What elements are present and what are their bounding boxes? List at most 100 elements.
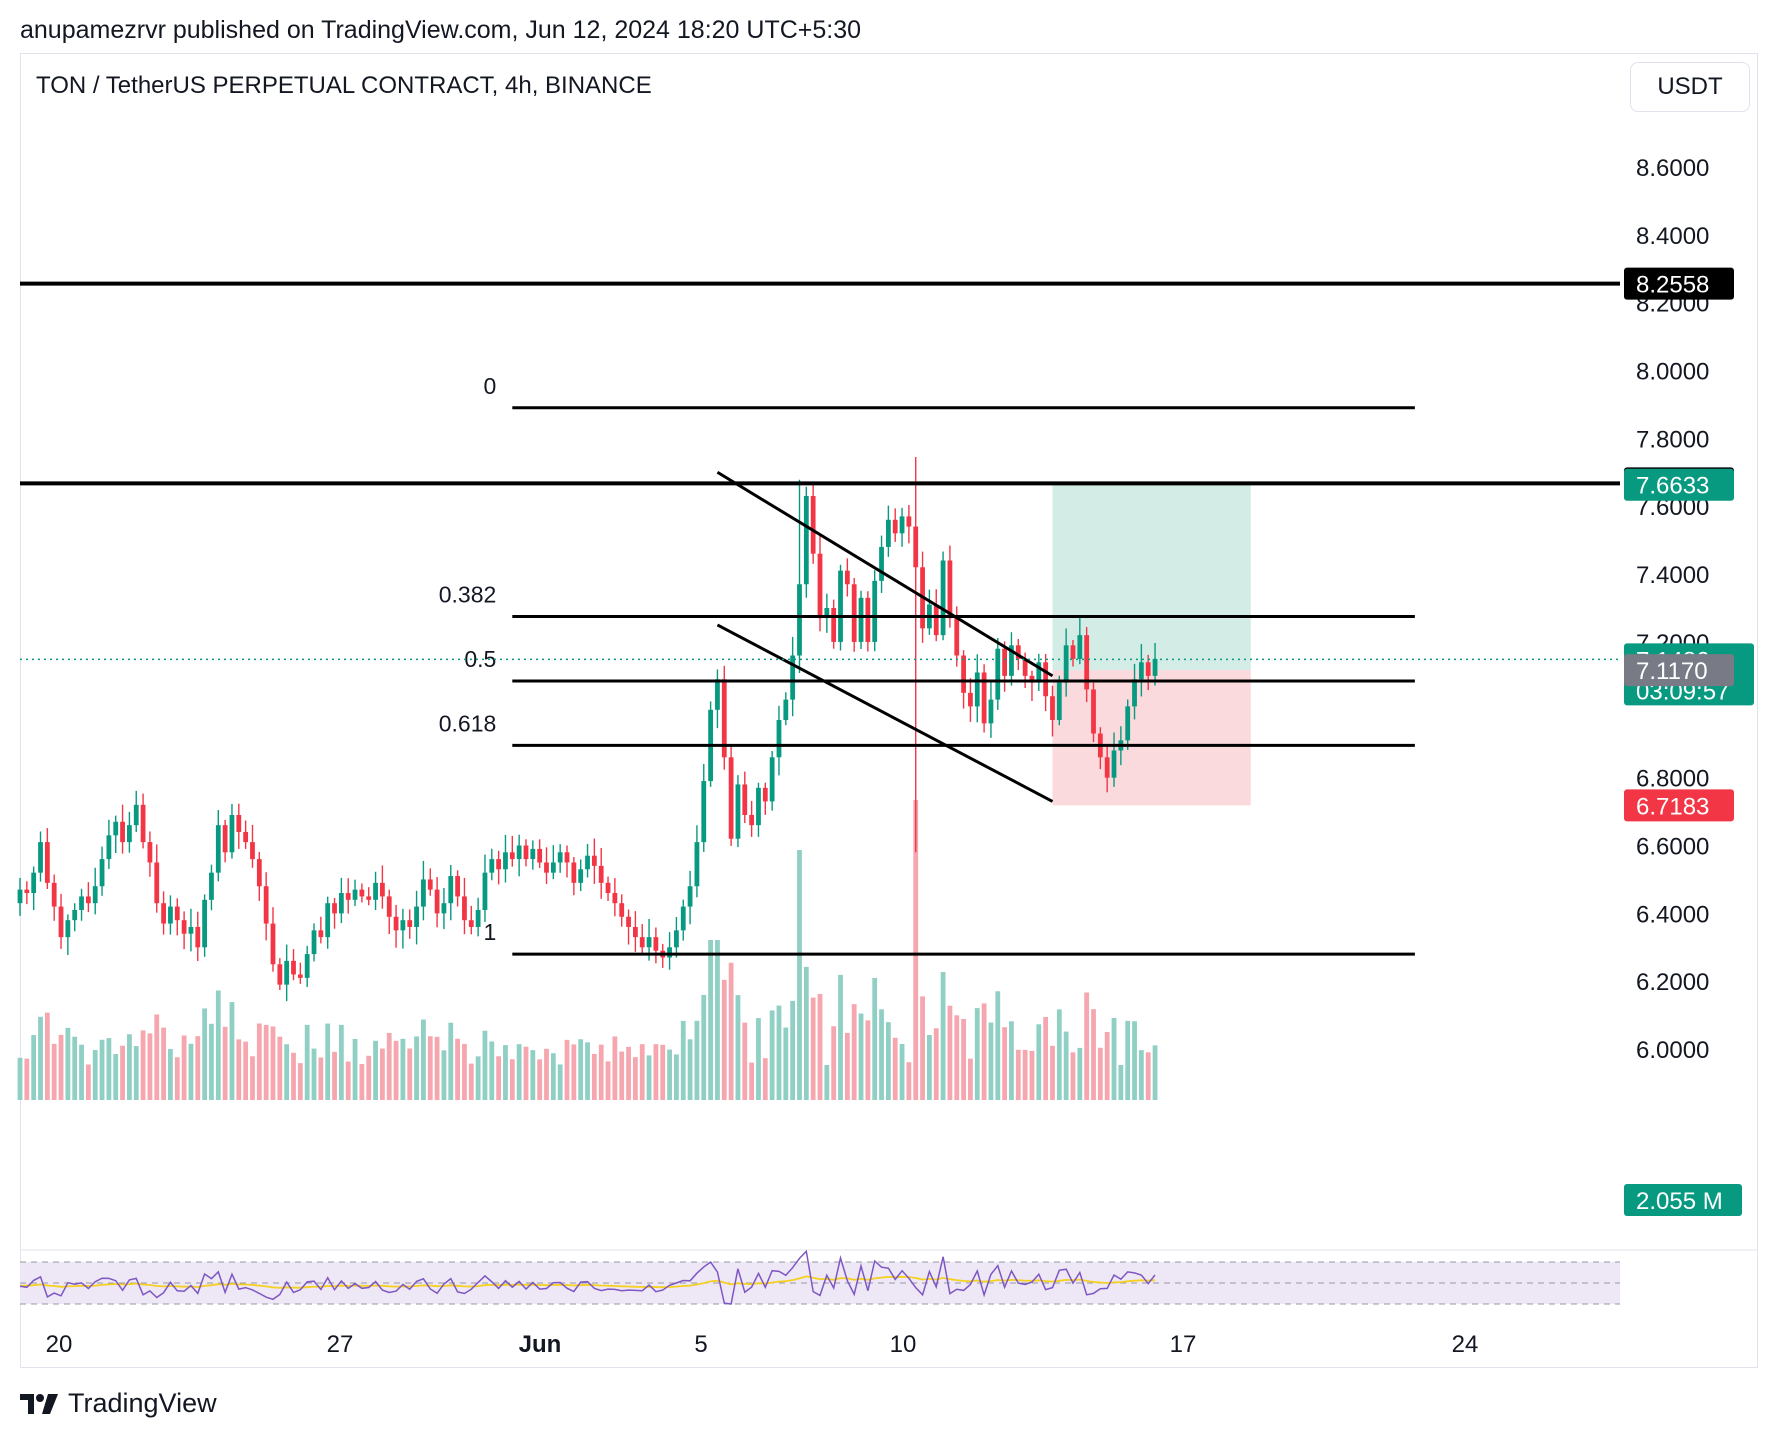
volume-bar <box>168 1049 173 1100</box>
candle-body <box>414 906 419 927</box>
candle-body <box>715 679 720 710</box>
volume-bar <box>735 995 741 1100</box>
candle-body <box>1050 696 1055 720</box>
candle-body <box>181 920 187 934</box>
footer-brand[interactable]: TradingView <box>20 1388 217 1419</box>
price-tick-label: 8.0000 <box>1636 358 1709 385</box>
price-tick-label: 8.6000 <box>1636 155 1709 182</box>
volume-bar <box>509 1059 515 1100</box>
volume-bar <box>632 1057 638 1100</box>
price-tick-label: 8.4000 <box>1636 223 1709 250</box>
axis-price-label: 7.1170 <box>1636 658 1708 685</box>
volume-bar <box>797 850 802 1100</box>
volume-bar <box>99 1039 105 1100</box>
volume-bar <box>838 974 843 1100</box>
candle-body <box>947 560 953 619</box>
volume-bar <box>571 1044 577 1100</box>
candle-body <box>263 886 269 924</box>
volume-bar <box>1077 1047 1083 1100</box>
candle-body <box>407 920 413 927</box>
volume-bar <box>961 1018 966 1100</box>
candle-body <box>229 814 235 853</box>
volume-bar <box>270 1026 276 1100</box>
candle-body <box>222 825 228 853</box>
axis-price-label-bg <box>1624 654 1734 687</box>
volume-bar <box>127 1034 132 1100</box>
candle-body <box>578 869 584 883</box>
candle-body <box>728 757 734 839</box>
axis-price-label-bg <box>1624 789 1734 822</box>
candle-body <box>99 859 105 887</box>
rsi-line <box>19 1249 1156 1305</box>
level-price-label: 8.2558 <box>1636 272 1709 299</box>
candle-body <box>92 886 98 904</box>
drawing-lines: 0 0.382 0.5 0.618 1 <box>20 281 1620 956</box>
candle-body <box>913 526 919 568</box>
candle-body <box>585 855 590 870</box>
candle-body <box>496 859 502 870</box>
candle-body <box>1029 675 1035 683</box>
volume-bar <box>352 1038 358 1100</box>
candle-body <box>674 930 679 948</box>
volume-bar <box>489 1041 495 1100</box>
candle-body <box>831 608 837 642</box>
candle-body <box>981 672 987 724</box>
candle-body <box>1022 658 1028 676</box>
candle-body <box>168 906 173 924</box>
volume-bar <box>612 1036 618 1100</box>
volume-bar <box>215 990 221 1100</box>
axis-price-label-bg <box>1624 468 1734 501</box>
candle-body <box>803 496 809 585</box>
volume-bar <box>133 1046 139 1100</box>
candle-body <box>701 781 707 843</box>
candle-body <box>72 909 78 921</box>
axis-price-label: 6.7183 <box>1636 793 1709 820</box>
volume-bar <box>414 1036 419 1100</box>
candle-body <box>988 699 994 724</box>
volume-bar <box>550 1053 556 1100</box>
volume-bar <box>557 1064 563 1100</box>
price-tick-label: 6.6000 <box>1636 834 1709 861</box>
volume-bar <box>482 1030 488 1100</box>
volume-bar <box>85 1064 91 1100</box>
volume-bar <box>995 991 1001 1100</box>
volume-bar <box>708 940 713 1100</box>
candle-body <box>783 699 789 720</box>
candle-body <box>646 937 652 948</box>
volume-bar <box>913 800 919 1100</box>
volume-bar <box>1091 1009 1096 1100</box>
candle-body <box>448 876 454 904</box>
channel-line <box>716 623 1054 803</box>
candle-body <box>1063 645 1069 683</box>
volume-bar <box>181 1035 187 1100</box>
volume-bar <box>359 1064 365 1100</box>
volume-bar <box>1152 1045 1158 1100</box>
candle-body <box>940 560 946 636</box>
volume-bar <box>120 1045 125 1100</box>
currency-button[interactable]: USDT <box>1630 62 1750 112</box>
fib-level-label: 0.618 <box>439 710 497 736</box>
candle-body <box>318 930 324 938</box>
volume-bar <box>721 979 727 1100</box>
volume-bar <box>783 1027 789 1100</box>
candle-body <box>626 916 631 927</box>
volume-bar <box>824 1064 830 1100</box>
volume-bar <box>154 1014 160 1100</box>
candle-body <box>995 648 1001 700</box>
volume-bar <box>1104 1031 1110 1100</box>
axis-price-label: 7.6633 <box>1636 473 1709 500</box>
volume-bar <box>790 1000 796 1100</box>
candle-body <box>872 580 878 642</box>
volume-bar <box>933 1028 939 1100</box>
volume-bar <box>598 1044 604 1100</box>
volume-bar <box>318 1057 324 1100</box>
candle-body <box>304 954 310 978</box>
volume-bar <box>530 1050 536 1100</box>
volume-bar <box>243 1041 249 1100</box>
candle-body <box>38 842 43 873</box>
candle-body <box>974 672 980 707</box>
candle-body <box>639 937 645 948</box>
volume-bar <box>1002 1027 1008 1100</box>
candle-body <box>769 757 775 802</box>
